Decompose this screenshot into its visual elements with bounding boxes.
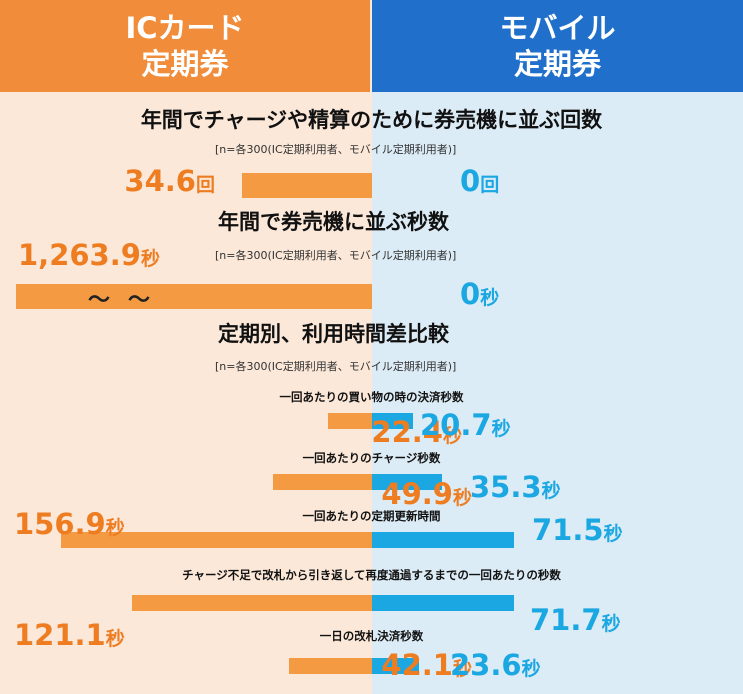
- category-label-5: 一日の改札決済秒数: [319, 629, 424, 643]
- section2-note: [n=各300(IC定期利用者、モバイル定期利用者)]: [215, 249, 457, 262]
- s2-ic-value: 1,263.9秒: [18, 238, 160, 272]
- ic-value-4: 121.1秒: [14, 618, 125, 652]
- s1-ic-value: 34.6回: [124, 164, 215, 198]
- ic-bar-2: [273, 474, 372, 490]
- mobile-value-3: 71.5秒: [532, 513, 623, 547]
- ic-value-1: 22.4秒: [371, 415, 462, 449]
- axis-break-mark-2: 〜: [128, 288, 151, 313]
- axis-break-mark-1: 〜: [88, 288, 111, 313]
- s1-mobile-value: 0回: [460, 164, 499, 198]
- category-label-4: チャージ不足で改札から引き返して再度通過するまでの一回あたりの秒数: [182, 568, 561, 582]
- s1-ic-number: 34.6: [124, 164, 196, 198]
- mobile-bar-3: [372, 532, 514, 548]
- section3-note: [n=各300(IC定期利用者、モバイル定期利用者)]: [215, 360, 457, 373]
- ic-bar-4: [132, 595, 372, 611]
- ic-bar-3: [61, 532, 372, 548]
- mobile-header-line2: 定期券: [513, 47, 601, 81]
- mobile-bar-5: [372, 658, 419, 674]
- mobile-value-5: 23.6秒: [450, 648, 541, 682]
- section1-title: 年間でチャージや精算のために券売機に並ぶ回数: [140, 108, 603, 132]
- ic-header-line1: ICカード: [125, 11, 245, 45]
- mobile-header: モバイル 定期券: [372, 0, 743, 92]
- ic-value-3: 156.9秒: [14, 507, 125, 541]
- s1-mobile-number: 0: [460, 164, 481, 198]
- mobile-column-background: [372, 0, 743, 694]
- s1-ic-unit: 回: [195, 174, 215, 196]
- s1-mobile-unit: 回: [480, 174, 500, 196]
- category-label-1: 一回あたりの買い物の時の決済秒数: [279, 390, 464, 404]
- ic-bar-5: [288, 658, 372, 674]
- section1-note: [n=各300(IC定期利用者、モバイル定期利用者)]: [215, 143, 457, 156]
- mobile-bar-4: [372, 595, 514, 611]
- category-label-2: 一回あたりのチャージ秒数: [302, 451, 441, 465]
- section2-title: 年間で券売機に並ぶ秒数: [218, 210, 449, 234]
- ic-header: ICカード 定期券: [0, 0, 370, 92]
- mobile-bar-1: [372, 413, 413, 429]
- mobile-bar-2: [372, 474, 442, 490]
- mobile-value-4: 71.7秒: [530, 603, 621, 637]
- s1-ic-bar: [241, 173, 372, 198]
- s2-mobile-number: 0: [460, 277, 481, 311]
- ic-value-5: 42.1秒: [381, 648, 472, 682]
- ic-header-line2: 定期券: [141, 47, 229, 81]
- ic-bar-1: [327, 413, 372, 429]
- s2-ic-bar: [16, 284, 372, 309]
- mobile-value-2: 35.3秒: [470, 470, 561, 504]
- s2-ic-unit: 秒: [140, 248, 160, 270]
- ic-value-2: 49.9秒: [381, 477, 472, 511]
- section3-title: 定期別、利用時間差比較: [218, 322, 449, 346]
- s2-mobile-unit: 秒: [480, 287, 500, 309]
- s2-mobile-value: 0秒: [460, 277, 499, 311]
- s2-ic-number: 1,263.9: [18, 238, 141, 272]
- mobile-value-1: 20.7秒: [420, 408, 511, 442]
- category-label-3: 一回あたりの定期更新時間: [302, 509, 441, 523]
- mobile-header-line1: モバイル: [499, 11, 616, 45]
